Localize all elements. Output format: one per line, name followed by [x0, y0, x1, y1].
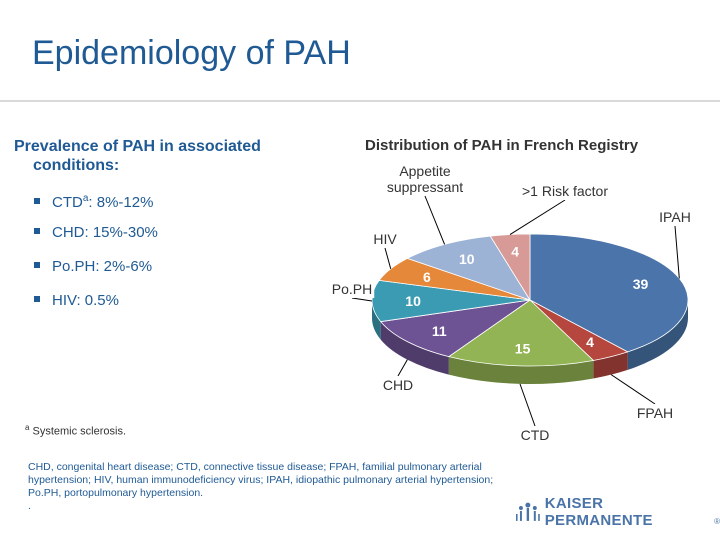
bullet-square-icon	[34, 262, 40, 269]
leader-line	[519, 383, 536, 427]
pie-category-label: Po.PH	[332, 281, 372, 297]
pie-slice-appetite-suppressant	[406, 235, 531, 301]
pie-value-label: 39	[633, 276, 649, 292]
pie-slice-ctd	[447, 299, 595, 367]
pie-category-label: CTD	[521, 427, 550, 443]
abbreviations-dot: .	[28, 500, 31, 512]
leader-line	[397, 359, 408, 377]
pie-side-fpah	[593, 351, 628, 379]
pie-value-label: 10	[405, 293, 421, 309]
label-background	[384, 162, 466, 196]
pie-value-label: 4	[511, 244, 519, 260]
pie-side-ipah	[627, 300, 688, 370]
abbreviations: CHD, congenital heart disease; CTD, conn…	[28, 461, 498, 513]
abbreviations-text: CHD, congenital heart disease; CTD, conn…	[28, 461, 494, 499]
footnote-superscript: a	[25, 423, 30, 432]
leader-line	[509, 199, 566, 235]
pie-value-label: 10	[459, 251, 475, 267]
pie-value-label: 4	[586, 334, 594, 350]
pie-slice-chd	[379, 299, 531, 358]
pie-value-label: 6	[423, 269, 431, 285]
pie-category-label: HIV	[373, 231, 397, 247]
leader-line	[610, 374, 656, 405]
label-background	[371, 230, 400, 248]
label-background	[518, 426, 552, 444]
chart-title: Distribution of PAH in French Registry	[365, 137, 639, 154]
bullet-superscript: a	[82, 193, 89, 204]
pie-side-chd	[380, 321, 449, 375]
title-divider	[0, 100, 720, 102]
pie-slice-ipah	[529, 233, 689, 353]
pie-value-label: 15	[515, 341, 531, 357]
bullet-text: HIV: 0.5%	[52, 292, 119, 309]
label-background	[329, 280, 375, 298]
list-item: CHD: 15%-30%	[34, 223, 158, 257]
leader-line	[384, 247, 392, 269]
bullet-text-suffix: : 8%-12%	[88, 194, 154, 211]
footnote: a Systemic sclerosis.	[25, 423, 126, 438]
prevalence-heading-line2: conditions:	[33, 157, 120, 174]
pie-category-label: Appetite suppressant	[387, 163, 463, 195]
bullet-text: CTD	[52, 194, 83, 211]
bullet-text: CHD: 15%-30%	[52, 224, 158, 241]
leader-line	[424, 195, 446, 245]
list-item: HIV: 0.5%	[34, 291, 158, 325]
pie-side-po-ph	[372, 300, 381, 340]
pie-side-walls	[372, 300, 688, 385]
kaiser-logo: KAISER PERMANENTE ®	[515, 495, 720, 529]
slide-title: Epidemiology of PAH	[32, 34, 351, 72]
label-background	[380, 376, 416, 394]
kaiser-logo-icon	[515, 502, 540, 521]
bullet-square-icon	[34, 198, 40, 205]
pie-category-label: CHD	[383, 377, 413, 393]
bullet-text: Po.PH: 2%-6%	[52, 258, 153, 275]
bullet-square-icon	[34, 296, 40, 303]
pie-value-label: 11	[432, 323, 447, 339]
list-item: Po.PH: 2%-6%	[34, 257, 158, 291]
prevalence-heading-line1: Prevalence of PAH in associated	[14, 138, 261, 155]
prevalence-list: CTDa: 8%-12% CHD: 15%-30% Po.PH: 2%-6% H…	[34, 189, 158, 325]
kaiser-logo-text: KAISER PERMANENTE	[544, 495, 653, 529]
pie-category-label: FPAH	[637, 405, 673, 421]
leader-line	[674, 225, 680, 279]
list-item: CTDa: 8%-12%	[34, 189, 158, 223]
prevalence-heading: Prevalence of PAH in associated conditio…	[14, 137, 314, 175]
label-background	[657, 208, 693, 226]
footnote-text: Systemic sclerosis.	[29, 425, 127, 438]
label-background	[520, 182, 611, 200]
label-background	[634, 404, 676, 422]
bullet-square-icon	[34, 228, 40, 235]
kaiser-logo-mark: ®	[714, 517, 720, 526]
pie-category-label: IPAH	[659, 209, 691, 225]
leader-line	[351, 297, 373, 302]
pie-category-label: >1 Risk factor	[522, 183, 608, 199]
